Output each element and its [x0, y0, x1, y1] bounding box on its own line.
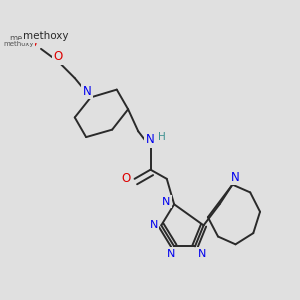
Text: N: N — [162, 196, 171, 207]
Text: N: N — [231, 171, 240, 184]
Text: N: N — [167, 249, 175, 259]
Text: methoxy: methoxy — [4, 41, 34, 47]
Text: N: N — [146, 133, 155, 146]
Text: H: H — [158, 132, 166, 142]
Text: methoxy: methoxy — [9, 34, 46, 43]
Text: N: N — [149, 220, 158, 230]
Text: O: O — [122, 172, 130, 185]
Text: O: O — [54, 50, 63, 63]
Text: O: O — [27, 37, 36, 50]
Text: methoxy: methoxy — [23, 31, 69, 41]
Text: N: N — [198, 249, 206, 259]
Text: N: N — [82, 85, 91, 98]
